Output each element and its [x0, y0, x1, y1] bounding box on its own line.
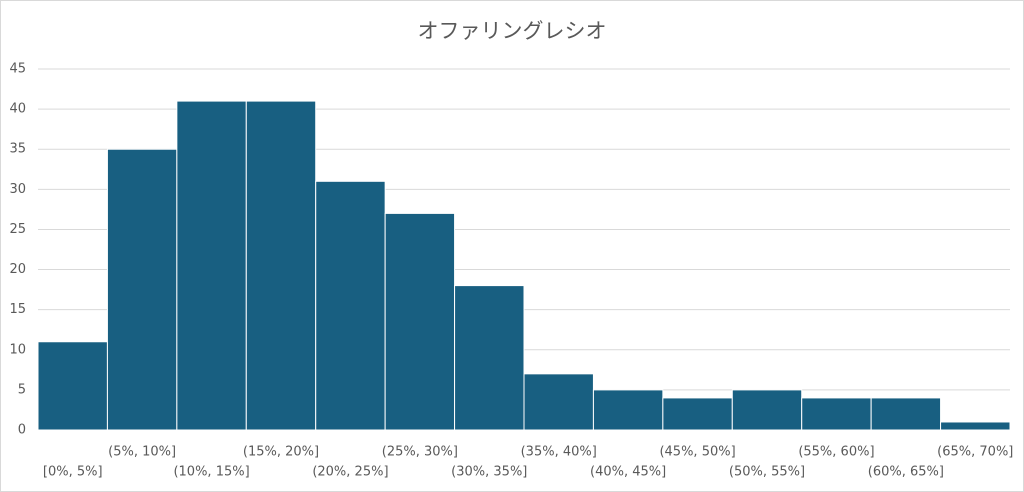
- x-tick-label: (5%, 10%]: [108, 445, 176, 460]
- y-tick-label: 5: [18, 382, 26, 397]
- bar: [870, 397, 942, 431]
- bar: [801, 397, 872, 431]
- x-tick-label: (65%, 70%]: [937, 445, 1013, 460]
- x-tick-label: (50%, 55%]: [729, 465, 805, 480]
- x-tick-label: (10%, 15%]: [173, 465, 249, 480]
- bar: [245, 100, 317, 431]
- x-tick-label: (40%, 45%]: [590, 465, 666, 480]
- bar: [106, 148, 178, 431]
- bar: [454, 285, 525, 431]
- y-tick-label: 45: [9, 62, 26, 77]
- y-tick-label: 10: [9, 342, 26, 357]
- chart-title: オファリングレシオ: [418, 19, 607, 43]
- y-tick-label: 20: [9, 262, 26, 277]
- y-tick-label: 40: [9, 102, 26, 117]
- y-tick-label: 35: [9, 142, 26, 157]
- x-tick-label: (30%, 35%]: [451, 465, 527, 480]
- bar: [592, 389, 664, 431]
- y-tick-label: 30: [9, 182, 26, 197]
- x-tick-label: (45%, 50%]: [659, 445, 735, 460]
- x-tick-label: (15%, 20%]: [243, 445, 319, 460]
- bar: [662, 397, 733, 431]
- x-tick-label: (55%, 60%]: [798, 445, 874, 460]
- y-tick-label: 25: [9, 222, 26, 237]
- bar: [176, 100, 247, 431]
- y-tick-label: 0: [18, 423, 26, 438]
- x-tick-label: (20%, 25%]: [312, 465, 388, 480]
- bar: [940, 421, 1011, 431]
- x-tick-label: (60%, 65%]: [868, 465, 944, 480]
- bar: [523, 373, 594, 431]
- x-tick-label: [0%, 5%]: [43, 465, 103, 480]
- bar: [315, 180, 386, 431]
- x-tick-label: (25%, 30%]: [382, 445, 458, 460]
- bar: [37, 341, 108, 431]
- x-tick-label: (35%, 40%]: [521, 445, 597, 460]
- bar: [384, 212, 456, 431]
- y-tick-label: 15: [9, 302, 26, 317]
- bar: [731, 389, 803, 431]
